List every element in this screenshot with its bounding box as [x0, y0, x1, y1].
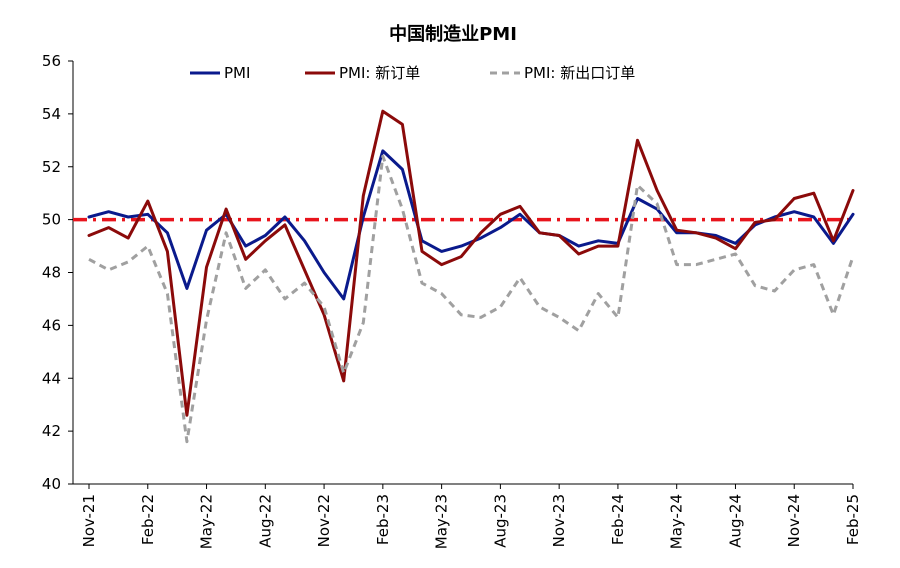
x-tick-label: May-24 [668, 494, 686, 549]
x-tick-label: Feb-24 [609, 494, 627, 545]
y-tick-label: 52 [42, 158, 61, 176]
series-group [87, 109, 855, 444]
legend: PMI PMI: 新订单 PMI: 新出口订单 [190, 64, 635, 82]
y-tick-label: 40 [42, 475, 61, 493]
x-tick-label: Nov-23 [550, 494, 568, 547]
x-tick-label: Nov-24 [785, 494, 803, 547]
y-tick-label: 56 [42, 52, 61, 70]
legend-label: PMI [224, 64, 250, 82]
y-tick-label: 46 [42, 316, 61, 334]
x-tick-label: Feb-23 [374, 494, 392, 545]
x-tick-label: Aug-22 [256, 494, 274, 548]
y-tick-label: 42 [42, 422, 61, 440]
x-tick-label: Nov-22 [315, 494, 333, 547]
y-tick-label: 44 [42, 369, 61, 387]
x-tick-label: Feb-22 [139, 494, 157, 545]
legend-label: PMI: 新订单 [339, 64, 420, 82]
y-tick-label: 50 [42, 211, 61, 229]
x-tick-label: May-22 [198, 494, 216, 549]
x-tick-label: May-23 [433, 494, 451, 549]
legend-item-new-export-orders: PMI: 新出口订单 [490, 64, 635, 82]
legend-item-new-orders: PMI: 新订单 [305, 64, 420, 82]
axes: 40 42 44 46 48 50 52 54 56 Nov-21 Feb-22 May-22 Aug-… [42, 52, 862, 549]
x-tick-label: Nov-21 [80, 494, 98, 547]
series-line-pmi [87, 149, 855, 301]
series-line-new-export-orders [88, 154, 855, 444]
chart-title: 中国制造业PMI [389, 23, 517, 45]
x-tick-label: Aug-23 [491, 494, 509, 548]
y-tick-label: 54 [42, 105, 61, 123]
x-tick-label: Feb-25 [844, 494, 862, 545]
x-tick-label: Aug-24 [726, 494, 744, 548]
legend-label: PMI: 新出口订单 [524, 64, 635, 82]
legend-item-pmi: PMI [190, 64, 250, 82]
y-tick-label: 48 [42, 264, 61, 282]
series-line-new-orders [87, 109, 855, 417]
